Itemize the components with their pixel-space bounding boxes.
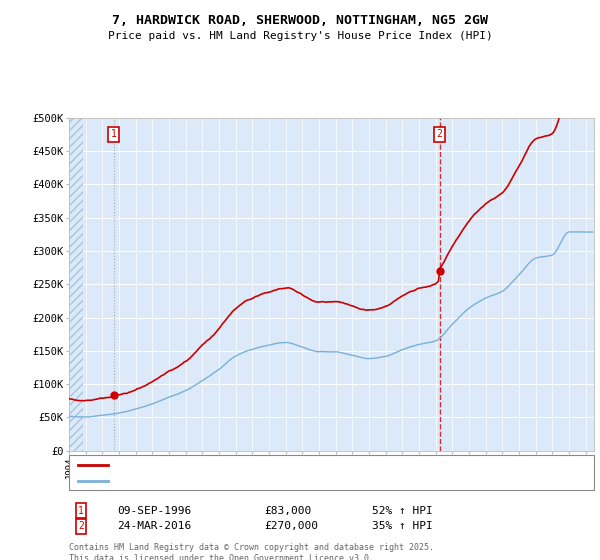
- Text: 35% ↑ HPI: 35% ↑ HPI: [372, 521, 433, 531]
- Text: 1: 1: [111, 129, 117, 139]
- Text: 52% ↑ HPI: 52% ↑ HPI: [372, 506, 433, 516]
- Text: 7, HARDWICK ROAD, SHERWOOD, NOTTINGHAM, NG5 2GW: 7, HARDWICK ROAD, SHERWOOD, NOTTINGHAM, …: [112, 14, 488, 27]
- Text: 09-SEP-1996: 09-SEP-1996: [117, 506, 191, 516]
- Text: 7, HARDWICK ROAD, SHERWOOD, NOTTINGHAM, NG5 2GW (detached house): 7, HARDWICK ROAD, SHERWOOD, NOTTINGHAM, …: [115, 460, 491, 470]
- Text: £270,000: £270,000: [264, 521, 318, 531]
- Text: £83,000: £83,000: [264, 506, 311, 516]
- Text: 24-MAR-2016: 24-MAR-2016: [117, 521, 191, 531]
- Text: 1: 1: [78, 506, 84, 516]
- Text: Price paid vs. HM Land Registry's House Price Index (HPI): Price paid vs. HM Land Registry's House …: [107, 31, 493, 41]
- Text: HPI: Average price, detached house, City of Nottingham: HPI: Average price, detached house, City…: [115, 476, 433, 486]
- Text: Contains HM Land Registry data © Crown copyright and database right 2025.
This d: Contains HM Land Registry data © Crown c…: [69, 543, 434, 560]
- Text: 2: 2: [437, 129, 442, 139]
- Text: 2: 2: [78, 521, 84, 531]
- Bar: [69, 118, 83, 451]
